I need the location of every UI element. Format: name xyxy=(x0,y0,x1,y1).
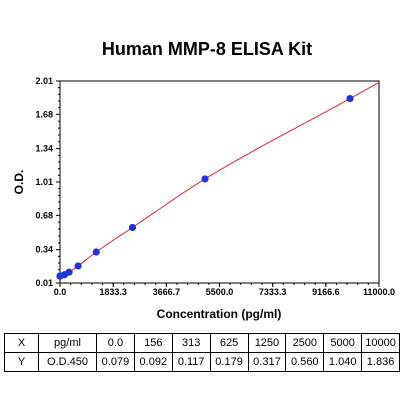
table-cell: 156 xyxy=(133,333,173,353)
row-label: X xyxy=(4,333,39,353)
table-cell: 5000 xyxy=(323,333,363,353)
table-cell: 0.117 xyxy=(171,352,211,372)
x-tick-label: 11000.0 xyxy=(363,287,395,297)
y-tick-label: 1.68 xyxy=(35,109,53,119)
table-cell: 0.0 xyxy=(96,333,135,353)
y-axis-label: O.D. xyxy=(12,170,26,195)
x-tick-label: 5500.0 xyxy=(206,287,234,297)
x-tick-label: 0.0 xyxy=(54,287,67,297)
table-cell: 1.040 xyxy=(323,352,363,372)
data-point xyxy=(201,175,209,183)
x-tick-label: 9166.6 xyxy=(312,287,340,297)
y-axis-ticks: 0.01 0.34 0.68 1.01 1.34 1.68 2.01 xyxy=(35,76,60,288)
table-cell: 625 xyxy=(209,333,249,353)
plot-area xyxy=(59,80,380,284)
table-cell: 0.092 xyxy=(133,352,173,372)
fit-curve xyxy=(59,82,380,277)
row-label: Y xyxy=(4,352,39,372)
table-cell: 0.317 xyxy=(247,352,287,372)
data-points xyxy=(56,94,354,280)
row-unit: pg/ml xyxy=(38,333,97,353)
table-cell: 1.836 xyxy=(361,352,400,372)
y-tick-label: 0.68 xyxy=(35,210,53,220)
x-tick-label: 3666.7 xyxy=(153,287,181,297)
x-tick-label: 1833.3 xyxy=(99,287,127,297)
data-point xyxy=(128,223,137,232)
y-tick-label: 0.34 xyxy=(35,245,53,255)
data-point xyxy=(346,94,354,103)
chart-title: Human MMP-8 ELISA Kit xyxy=(102,39,312,59)
x-axis-label: Concentration (pg/ml) xyxy=(157,307,282,321)
table-cell: 1250 xyxy=(247,333,287,353)
table-cell: 0.179 xyxy=(209,352,249,372)
table-cell: 313 xyxy=(171,333,211,353)
y-tick-label: 0.01 xyxy=(35,278,53,288)
x-axis-ticks: 0.0 1833.3 3666.7 5500.0 7333.3 9166.6 11000.0 xyxy=(54,283,395,297)
data-point xyxy=(92,248,100,256)
x-tick-label: 7333.3 xyxy=(259,287,287,297)
y-tick-label: 1.01 xyxy=(35,177,53,187)
table-cell: 2500 xyxy=(285,333,325,353)
y-tick-label: 2.01 xyxy=(35,76,53,86)
data-point xyxy=(65,268,73,276)
y-tick-label: 1.34 xyxy=(35,144,53,154)
table-cell: 0.560 xyxy=(285,352,325,372)
table-row: Y O.D.450 0.079 0.092 0.117 0.179 0.317 0.560 1.… xyxy=(4,352,400,372)
table-cell: 10000 xyxy=(361,333,400,353)
data-point xyxy=(74,262,82,270)
row-unit: O.D.450 xyxy=(38,352,97,372)
chart: Human MMP-8 ELISA Kit 0.0 1833.3 3666.7 550… xyxy=(12,39,395,321)
table-cell: 0.079 xyxy=(96,352,135,372)
